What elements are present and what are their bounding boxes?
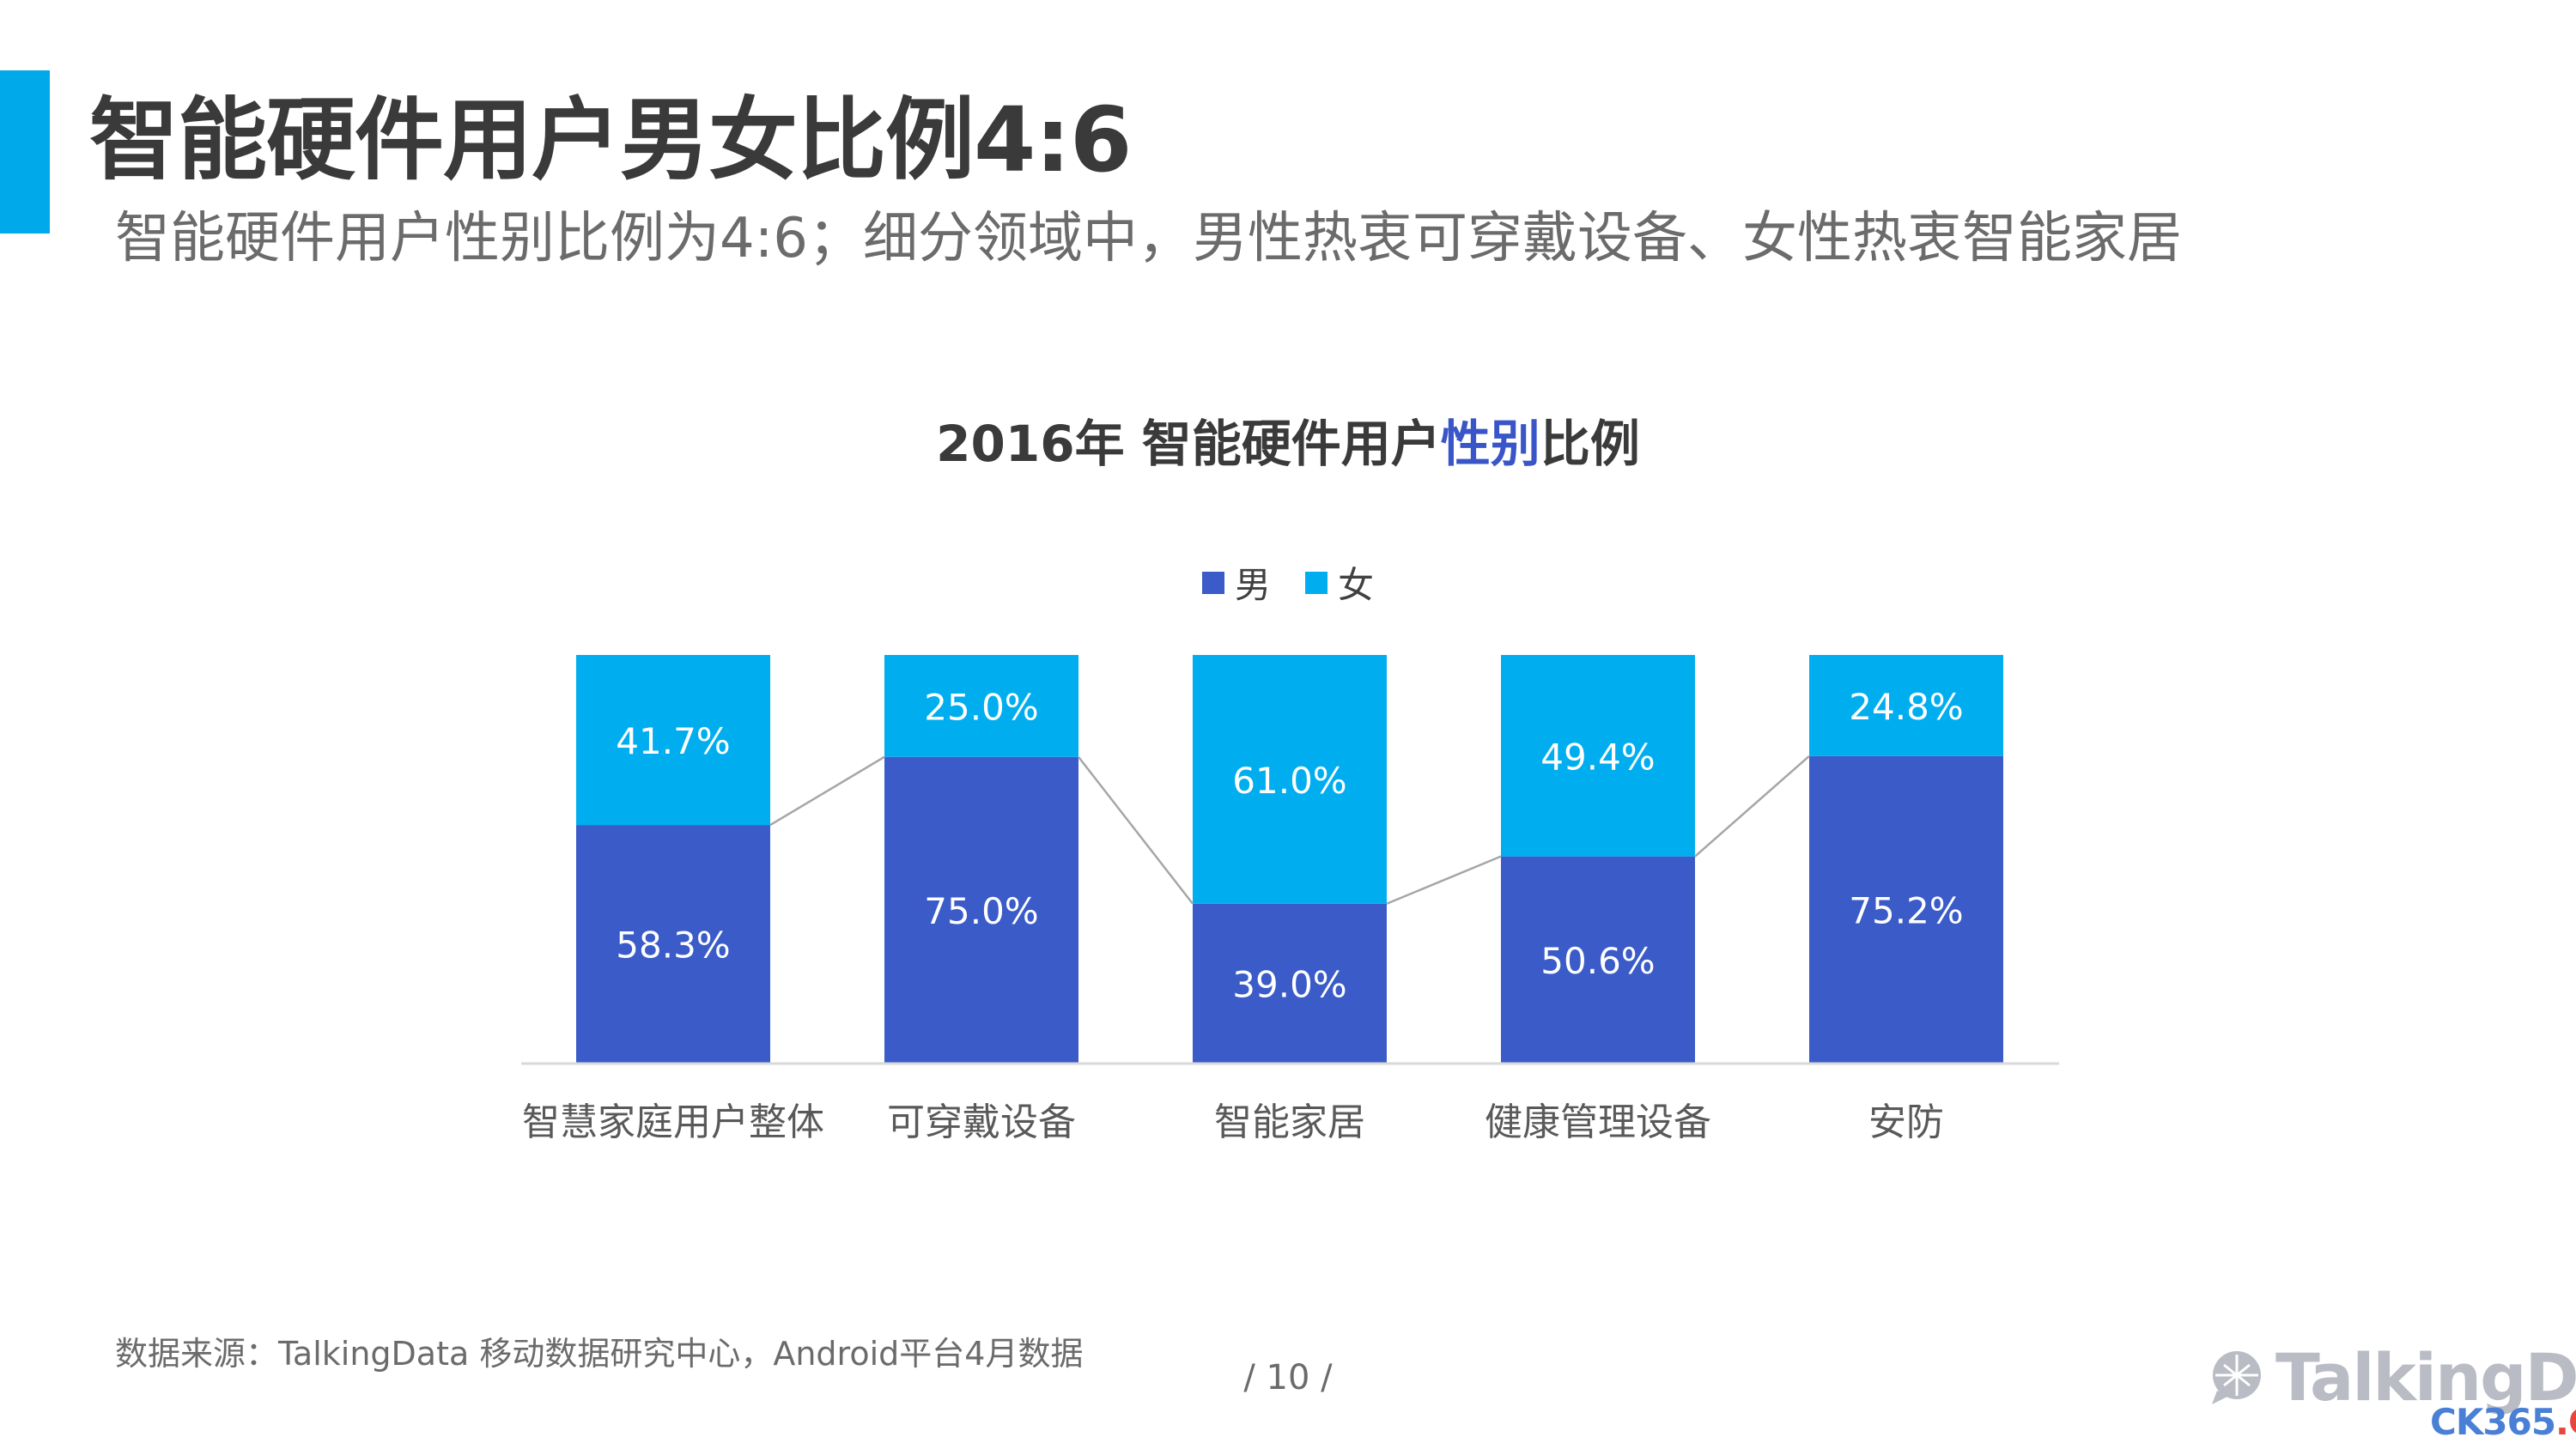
legend-label-male: 男 [1234, 564, 1271, 606]
category-label-4: 安防 [1868, 1100, 1944, 1144]
bar-male-3 [1501, 856, 1695, 1063]
chart-title-highlight: 性别 [1440, 415, 1540, 473]
series-line-3 [1694, 755, 1810, 858]
data-label-female-3: 49.4% [1540, 736, 1655, 778]
bar-female-0 [576, 655, 770, 826]
legend-swatch-female [1305, 571, 1327, 594]
legend-label-female: 女 [1338, 564, 1375, 606]
data-label-male-3: 50.6% [1540, 940, 1655, 982]
series-line-1 [1078, 755, 1194, 905]
category-label-0: 智慧家庭用户整体 [522, 1100, 824, 1144]
chart-title-suffix: 比例 [1540, 415, 1640, 473]
watermark: CK365.CN [2430, 1401, 2576, 1443]
data-label-female-2: 61.0% [1232, 760, 1346, 802]
data-label-male-2: 39.0% [1232, 963, 1346, 1005]
category-label-2: 智能家居 [1214, 1100, 1365, 1144]
data-label-female-1: 25.0% [924, 686, 1038, 728]
data-label-male-1: 75.0% [924, 890, 1038, 932]
data-label-female-4: 24.8% [1849, 686, 1963, 728]
bar-male-1 [884, 756, 1078, 1063]
bar-female-1 [884, 655, 1078, 757]
bar-female-2 [1193, 655, 1387, 904]
page-number: / 10 / [1243, 1358, 1333, 1397]
chat-bubble-icon [2212, 1350, 2261, 1404]
series-line-2 [1386, 855, 1502, 905]
watermark-suffix: .CN [2555, 1401, 2576, 1443]
legend-swatch-male [1201, 571, 1224, 594]
category-label-1: 可穿戴设备 [887, 1100, 1076, 1144]
bar-female-4 [1809, 655, 2003, 756]
bar-female-3 [1501, 655, 1695, 857]
bar-male-4 [1809, 755, 2003, 1063]
category-label-3: 健康管理设备 [1485, 1100, 1711, 1144]
legend-item-male: 男 [1201, 556, 1271, 609]
series-line-0 [769, 755, 885, 827]
data-source-note: 数据来源：TalkingData 移动数据研究中心，Android平台4月数据 [115, 1335, 1084, 1373]
page-title: 智能硬件用户男女比例4:6 [89, 88, 1132, 192]
logo-text: TalkingData [2275, 1339, 2576, 1416]
chart-title-prefix: 2016年 智能硬件用户 [936, 415, 1441, 473]
data-label-male-0: 58.3% [616, 925, 730, 967]
chart-legend: 男 女 [0, 556, 2576, 609]
talkingdata-logo: TalkingData [2207, 1339, 2576, 1416]
bar-male-0 [576, 825, 770, 1063]
watermark-main: CK365 [2430, 1401, 2556, 1443]
bar-male-2 [1193, 903, 1387, 1063]
data-label-male-4: 75.2% [1849, 889, 1963, 931]
data-label-female-0: 41.7% [616, 720, 730, 762]
chart-title: 2016年 智能硬件用户性别比例 [0, 403, 2576, 476]
page-subtitle: 智能硬件用户性别比例为4:6；细分领域中，男性热衷可穿戴设备、女性热衷智能家居 [115, 207, 2182, 270]
title-accent-bar [0, 70, 50, 233]
legend-item-female: 女 [1305, 556, 1374, 609]
